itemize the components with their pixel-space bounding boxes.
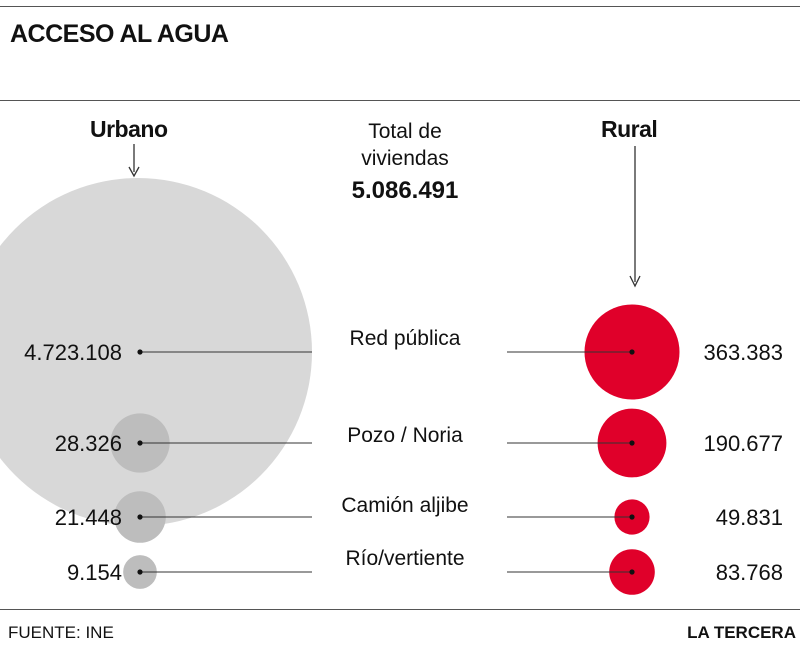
urban-value-label: 21.448 <box>55 505 122 530</box>
category-label: Camión aljibe <box>341 494 468 517</box>
total-label-line1: Total de <box>368 120 442 143</box>
rural-dot <box>629 569 635 575</box>
urban-column-header: Urbano <box>90 116 168 142</box>
rural-value-label: 363.383 <box>703 340 783 365</box>
rural-value-label: 190.677 <box>703 431 783 456</box>
category-label: Pozo / Noria <box>347 424 463 447</box>
total-value: 5.086.491 <box>351 177 459 204</box>
urban-arrow-head <box>128 166 140 178</box>
source-note: FUENTE: INE <box>8 623 114 642</box>
total-label-line2: viviendas <box>361 147 449 170</box>
category-label: Río/vertiente <box>345 547 464 570</box>
urban-value-label: 4.723.108 <box>24 340 122 365</box>
urban-value-label: 9.154 <box>67 560 122 585</box>
brand-logo: LA TERCERA <box>687 623 796 642</box>
urban-dot <box>137 514 143 520</box>
rural-arrow-head <box>629 275 641 288</box>
urban-dot <box>137 569 143 575</box>
rural-column-header: Rural <box>601 116 658 142</box>
rural-value-label: 83.768 <box>716 560 783 585</box>
urban-dot <box>137 349 143 355</box>
category-label: Red pública <box>350 327 461 350</box>
rural-dot <box>629 514 635 520</box>
rural-dot <box>629 440 635 446</box>
urban-value-label: 28.326 <box>55 431 122 456</box>
chart-title: ACCESO AL AGUA <box>10 20 229 48</box>
urban-dot <box>137 440 143 446</box>
rural-dot <box>629 349 635 355</box>
rural-value-label: 49.831 <box>716 505 783 530</box>
